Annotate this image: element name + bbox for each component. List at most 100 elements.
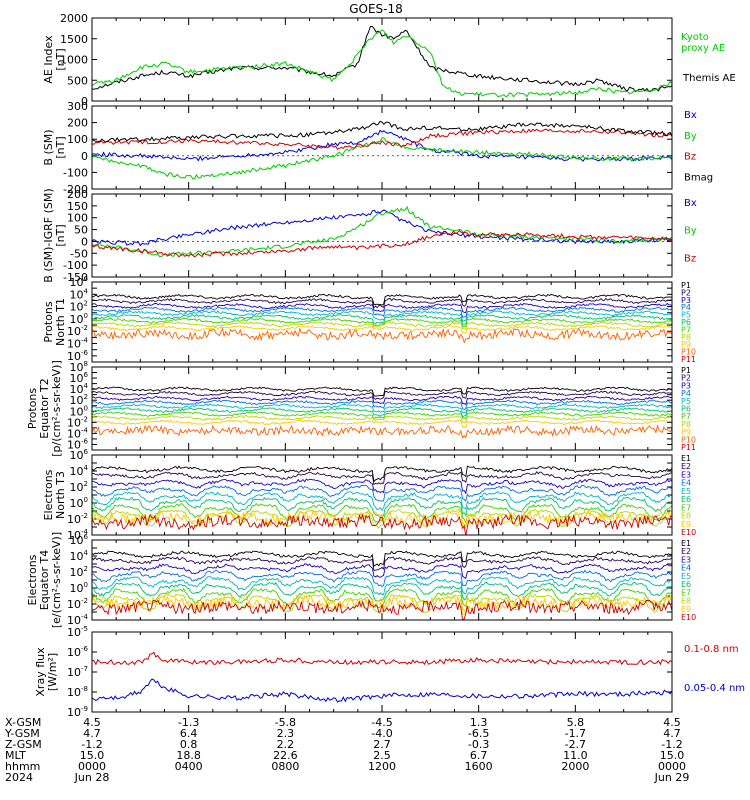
ephemeris-value: 0400 — [175, 760, 203, 773]
ephemeris-value: -0.3 — [468, 738, 489, 751]
ytick-label: 104 — [70, 549, 89, 563]
legend-label: Bz — [684, 152, 696, 163]
ephemeris-value: 4.7 — [663, 727, 681, 740]
ytick-label: 108 — [70, 360, 88, 374]
legend-label: P2 — [681, 374, 691, 383]
ephemeris-value: -6.5 — [468, 727, 489, 740]
ytick-label: 100 — [70, 581, 88, 595]
legend-label: P1 — [681, 281, 691, 290]
channel-line-e7 — [92, 502, 672, 524]
legend-label: Bx — [684, 198, 697, 209]
legend-label: P4 — [681, 303, 691, 312]
legend-label: P4 — [681, 389, 691, 398]
channel-line-p2 — [92, 390, 672, 400]
legend-label: 0.1-0.8 nm — [684, 644, 739, 655]
series-line-bz — [92, 229, 672, 258]
ytick-label: 300 — [67, 100, 88, 113]
ytick-label: -100 — [63, 259, 88, 272]
channel-line-p5 — [92, 310, 672, 322]
legend-label: P1 — [681, 366, 691, 375]
legend-label: E7 — [681, 588, 691, 597]
y-axis-label: North T3 — [54, 471, 67, 519]
legend-label: E4 — [681, 564, 691, 573]
legend-label: P3 — [681, 296, 691, 305]
legend-label: Bx — [684, 110, 697, 121]
ytick-label: -200 — [63, 183, 88, 196]
ytick-label: 102 — [70, 300, 88, 314]
legend-label: E8 — [681, 512, 691, 521]
ytick-label: 200 — [67, 188, 88, 201]
ytick-label: 200 — [67, 117, 88, 130]
channel-line-e4 — [92, 484, 672, 502]
channel-line-e2 — [92, 471, 672, 486]
panel-frame — [91, 539, 673, 621]
channel-line-p4 — [92, 306, 672, 318]
legend-label: Bz — [684, 253, 696, 264]
ytick-label: 0 — [81, 235, 88, 248]
series-line-by — [92, 137, 672, 180]
channel-line-e9 — [92, 594, 672, 616]
legend-label: P11 — [681, 443, 696, 452]
ephemeris-value: 0000 — [78, 760, 106, 773]
legend-label: P5 — [681, 397, 691, 406]
ephemeris-value: -4.0 — [371, 727, 392, 740]
channel-line-p7 — [92, 411, 672, 420]
panel-frame — [91, 281, 673, 363]
panel-frame — [91, 454, 673, 536]
y-axis-label: B (SM) — [42, 129, 55, 165]
ephemeris-value: 6.7 — [470, 749, 488, 762]
legend-label: E10 — [681, 613, 696, 622]
ephemeris-value: -2.7 — [565, 738, 586, 751]
legend-label: E10 — [681, 528, 696, 537]
series-line-bz — [92, 128, 672, 150]
ytick-label: 102 — [70, 480, 88, 494]
ephemeris-value: 2.2 — [277, 738, 295, 751]
channel-line-p10 — [92, 424, 672, 439]
series-line-bmag — [92, 120, 672, 143]
channel-line-p8 — [92, 415, 672, 423]
series-line-bx — [92, 129, 672, 162]
legend-label: E6 — [681, 495, 691, 504]
ephemeris-row-label: X-GSM — [5, 716, 41, 729]
ephemeris-value: -1.2 — [81, 738, 102, 751]
legend-label: P7 — [681, 325, 691, 334]
legend-label: By — [684, 131, 697, 142]
panel-frame — [91, 17, 673, 102]
ytick-label: 10-2 — [67, 512, 88, 526]
channel-line-p7 — [92, 317, 672, 328]
ytick-label: 106 — [70, 533, 89, 547]
ytick-label: 100 — [67, 212, 88, 225]
ephemeris-value: 5.8 — [567, 716, 585, 729]
ytick-label: 10-8 — [67, 685, 88, 699]
channel-line-p3 — [92, 302, 672, 314]
ephemeris-value: 2.5 — [373, 749, 391, 762]
panel-frame — [91, 366, 673, 451]
ephemeris-value: Jun 29 — [654, 771, 690, 784]
ephemeris-value: 2.7 — [373, 738, 391, 751]
ephemeris-value: 2000 — [561, 760, 589, 773]
legend-label: E1 — [681, 539, 691, 548]
channel-line-e10 — [92, 598, 672, 620]
ephemeris-value: 0.8 — [180, 738, 198, 751]
ephemeris-value: 2.3 — [277, 727, 295, 740]
legend-label: E7 — [681, 503, 691, 512]
legend-label: Bmag — [684, 172, 713, 183]
channel-line-e6 — [92, 581, 672, 602]
y-axis-label: [e/(cm²-s-sr-keV)] — [50, 532, 63, 628]
legend-label: E3 — [681, 470, 691, 479]
channel-line-p5 — [92, 403, 672, 414]
channel-line-p6 — [92, 313, 672, 325]
ephemeris-row-label: hhmm — [5, 760, 40, 773]
panel-frame — [91, 631, 673, 713]
channel-line-e2 — [92, 556, 672, 572]
ytick-label: 1500 — [60, 33, 88, 46]
channel-line-e5 — [92, 491, 672, 512]
ephemeris-value: 15.0 — [80, 749, 105, 762]
legend-label: E3 — [681, 555, 691, 564]
ephemeris-value: -1.3 — [178, 716, 199, 729]
y-axis-label: [W/m²] — [46, 653, 59, 691]
